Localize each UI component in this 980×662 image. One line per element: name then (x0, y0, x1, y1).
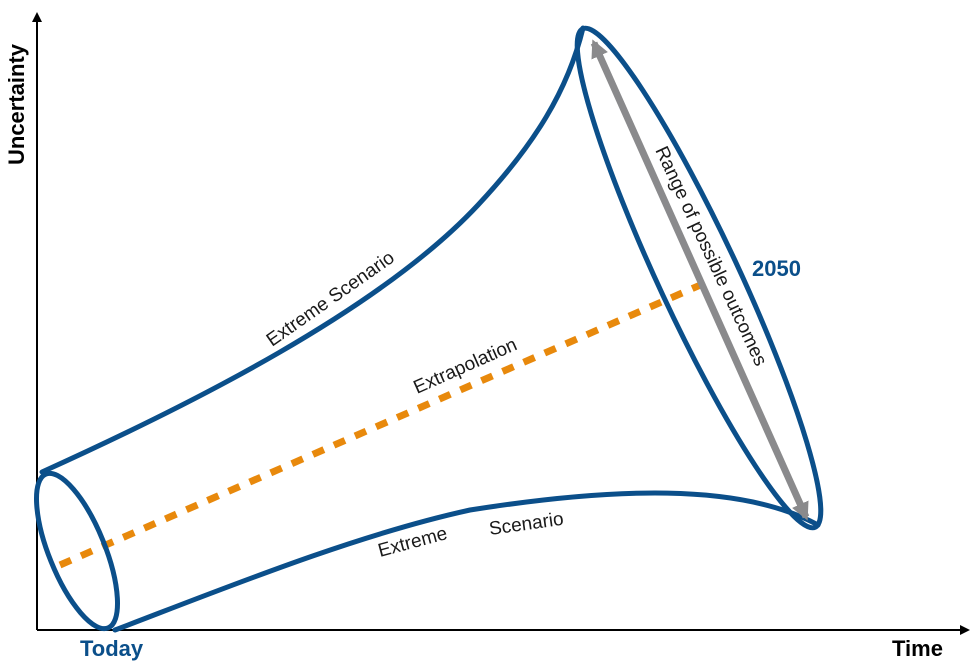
lower-scenario-label-word1: Extreme (376, 523, 450, 562)
upper-scenario-label: Extreme Scenario (263, 247, 399, 351)
today-label: Today (80, 636, 144, 661)
lower-scenario-label-word2: Scenario (488, 509, 565, 540)
year-2050-label: 2050 (752, 256, 801, 281)
extrapolation-line (58, 279, 707, 569)
x-axis-title: Time (892, 636, 943, 661)
funnel-upper-edge (39, 25, 586, 475)
funnel-lower-edge (112, 490, 821, 633)
today-ellipse (33, 470, 121, 632)
y-axis-title: Uncertainty (4, 43, 29, 165)
range-arrow (590, 39, 810, 521)
